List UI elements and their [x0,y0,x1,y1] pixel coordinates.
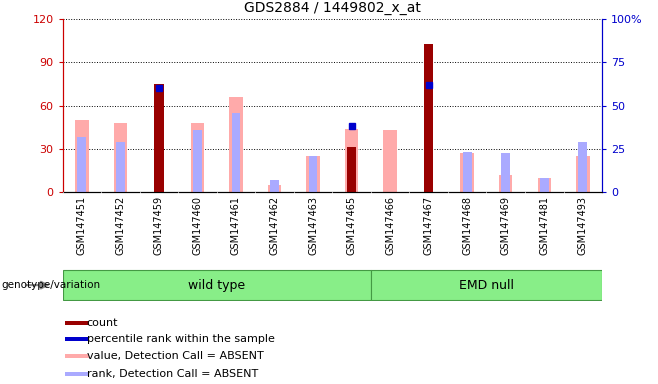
Bar [193,130,202,192]
Title: GDS2884 / 1449802_x_at: GDS2884 / 1449802_x_at [244,2,420,15]
Bar [270,180,279,192]
Text: GSM147466: GSM147466 [385,196,395,255]
Bar [463,152,472,192]
Bar [347,147,357,192]
Bar [576,156,590,192]
Bar [268,185,281,192]
Text: genotype/variation: genotype/variation [1,280,101,290]
Text: GSM147460: GSM147460 [192,196,203,255]
Text: GSM147462: GSM147462 [270,196,280,255]
Bar [501,153,510,192]
Bar [114,123,127,192]
Bar [578,142,587,192]
Bar [232,113,240,192]
Bar [75,120,89,192]
Bar [538,177,551,192]
Bar [65,372,89,376]
Text: GSM147469: GSM147469 [501,196,511,255]
Bar [499,175,513,192]
Bar [78,137,86,192]
Bar [306,156,320,192]
Text: GSM147493: GSM147493 [578,196,588,255]
Text: GSM147461: GSM147461 [231,196,241,255]
Bar [371,270,602,300]
Bar [191,123,204,192]
Bar [540,177,549,192]
Bar [461,153,474,192]
Bar [116,142,125,192]
Text: GSM147463: GSM147463 [308,196,318,255]
Text: rank, Detection Call = ABSENT: rank, Detection Call = ABSENT [87,369,258,379]
Bar [229,97,243,192]
Text: EMD null: EMD null [459,279,514,291]
Bar [345,129,359,192]
Bar [154,84,164,192]
Text: GSM147452: GSM147452 [115,196,125,255]
Text: GSM147467: GSM147467 [424,196,434,255]
Bar [384,130,397,192]
Text: GSM147468: GSM147468 [462,196,472,255]
Text: GSM147459: GSM147459 [154,196,164,255]
Text: count: count [87,318,118,328]
Text: wild type: wild type [188,279,245,291]
Bar [309,156,317,192]
Bar [63,270,371,300]
Text: value, Detection Call = ABSENT: value, Detection Call = ABSENT [87,351,264,361]
Text: GSM147465: GSM147465 [347,196,357,255]
Bar [424,44,434,192]
Text: GSM147481: GSM147481 [540,196,549,255]
Text: GSM147451: GSM147451 [77,196,87,255]
Text: percentile rank within the sample: percentile rank within the sample [87,334,274,344]
Bar [65,354,89,358]
Bar [65,337,89,341]
Bar [65,321,89,325]
